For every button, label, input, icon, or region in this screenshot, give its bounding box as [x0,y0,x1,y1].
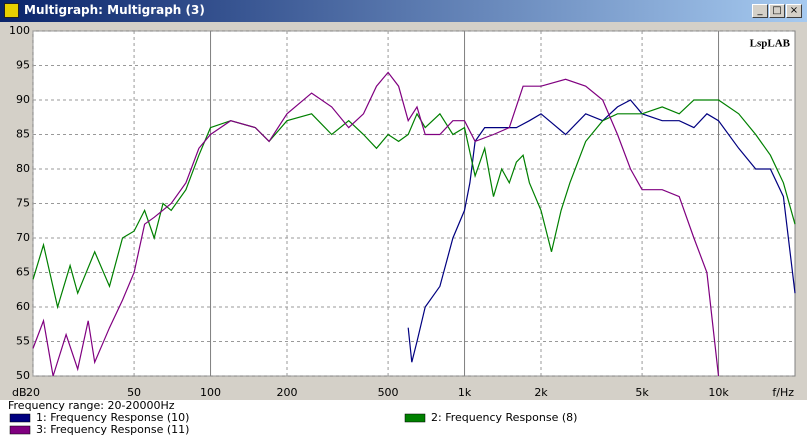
y-tick-label: 100 [9,24,30,37]
annotation: LspLAB [750,38,791,50]
x-tick-label: 2k [534,386,548,399]
legend-swatch [9,425,31,435]
legend-swatch [404,413,426,423]
window-title: Multigraph: Multigraph (3) [24,3,205,17]
y-tick-label: 70 [16,231,30,244]
x-tick-label: 50 [127,386,141,399]
title-bar: Multigraph: Multigraph (3) _ □ × [0,0,807,22]
series-line [407,99,796,363]
x-tick-label: 5k [635,386,649,399]
y-tick-label: 80 [16,162,30,175]
y-tick-label: 50 [16,369,30,382]
minimize-button[interactable]: _ [752,4,768,18]
legend-swatch [9,413,31,423]
x-tick-label: 10k [708,386,729,399]
chart: LspLAB dB f/Hz Frequency range: 20-20000… [0,24,807,437]
x-axis-label: f/Hz [772,386,794,399]
legend-label: 3: Frequency Response (11) [36,423,189,436]
y-axis-label: dB [12,386,27,399]
app-icon [4,3,19,18]
legend-label: 1: Frequency Response (10) [36,411,189,424]
maximize-button[interactable]: □ [769,4,785,18]
y-tick-label: 75 [16,197,30,210]
x-tick-label: 1k [458,386,472,399]
x-tick-label: 200 [277,386,298,399]
series-line [32,71,720,377]
x-tick-label: 500 [378,386,399,399]
y-tick-label: 90 [16,93,30,106]
footer-text: Frequency range: 20-20000Hz [8,399,175,412]
close-button[interactable]: × [786,4,802,18]
y-tick-label: 85 [16,128,30,141]
y-tick-label: 60 [16,300,30,313]
x-tick-label: 100 [200,386,221,399]
y-tick-label: 55 [16,335,30,348]
series-line [32,99,796,310]
y-tick-label: 65 [16,266,30,279]
x-tick-label: 20 [26,386,40,399]
y-tick-label: 95 [16,59,30,72]
legend-label: 2: Frequency Response (8) [431,411,577,424]
legend-panel [0,400,807,437]
